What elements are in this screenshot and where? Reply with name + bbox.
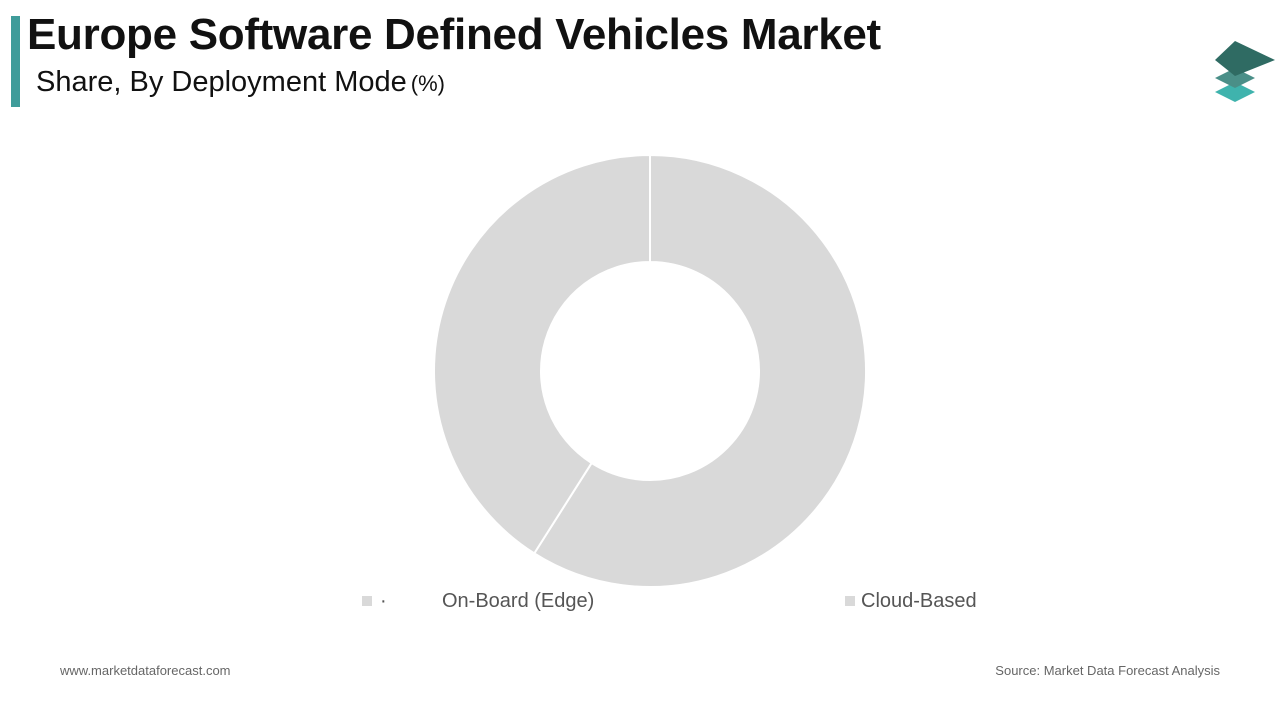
logo-layer-middle <box>1215 68 1255 88</box>
layers-logo-icon <box>1215 41 1275 102</box>
legend-label-cloud-based: Cloud-Based <box>861 589 977 612</box>
legend-item-on-board-edge: · On-Board (Edge) <box>362 589 594 613</box>
donut-slices <box>433 153 867 588</box>
legend-swatch <box>845 596 855 606</box>
donut-slice-on-board-edge <box>532 153 867 588</box>
logo-layer-top <box>1215 41 1275 76</box>
legend-swatch <box>362 596 372 606</box>
legend-item-cloud-based: Cloud-Based <box>845 589 977 613</box>
footer-website: www.marketdataforecast.com <box>60 663 231 678</box>
subtitle-text: Share, By Deployment Mode <box>36 66 407 98</box>
chart-subtitle: Share, By Deployment Mode (%) <box>36 66 445 99</box>
legend-marker-dot: · <box>380 589 387 612</box>
accent-bar <box>11 16 20 107</box>
legend-label-on-board-edge: On-Board (Edge) <box>442 589 595 612</box>
donut-slice-cloud-based <box>433 153 651 555</box>
chart-title: Europe Software Defined Vehicles Market <box>27 10 881 59</box>
footer-source: Source: Market Data Forecast Analysis <box>995 663 1220 678</box>
unit-label: (%) <box>410 71 445 96</box>
logo-layer-bottom <box>1215 82 1255 102</box>
